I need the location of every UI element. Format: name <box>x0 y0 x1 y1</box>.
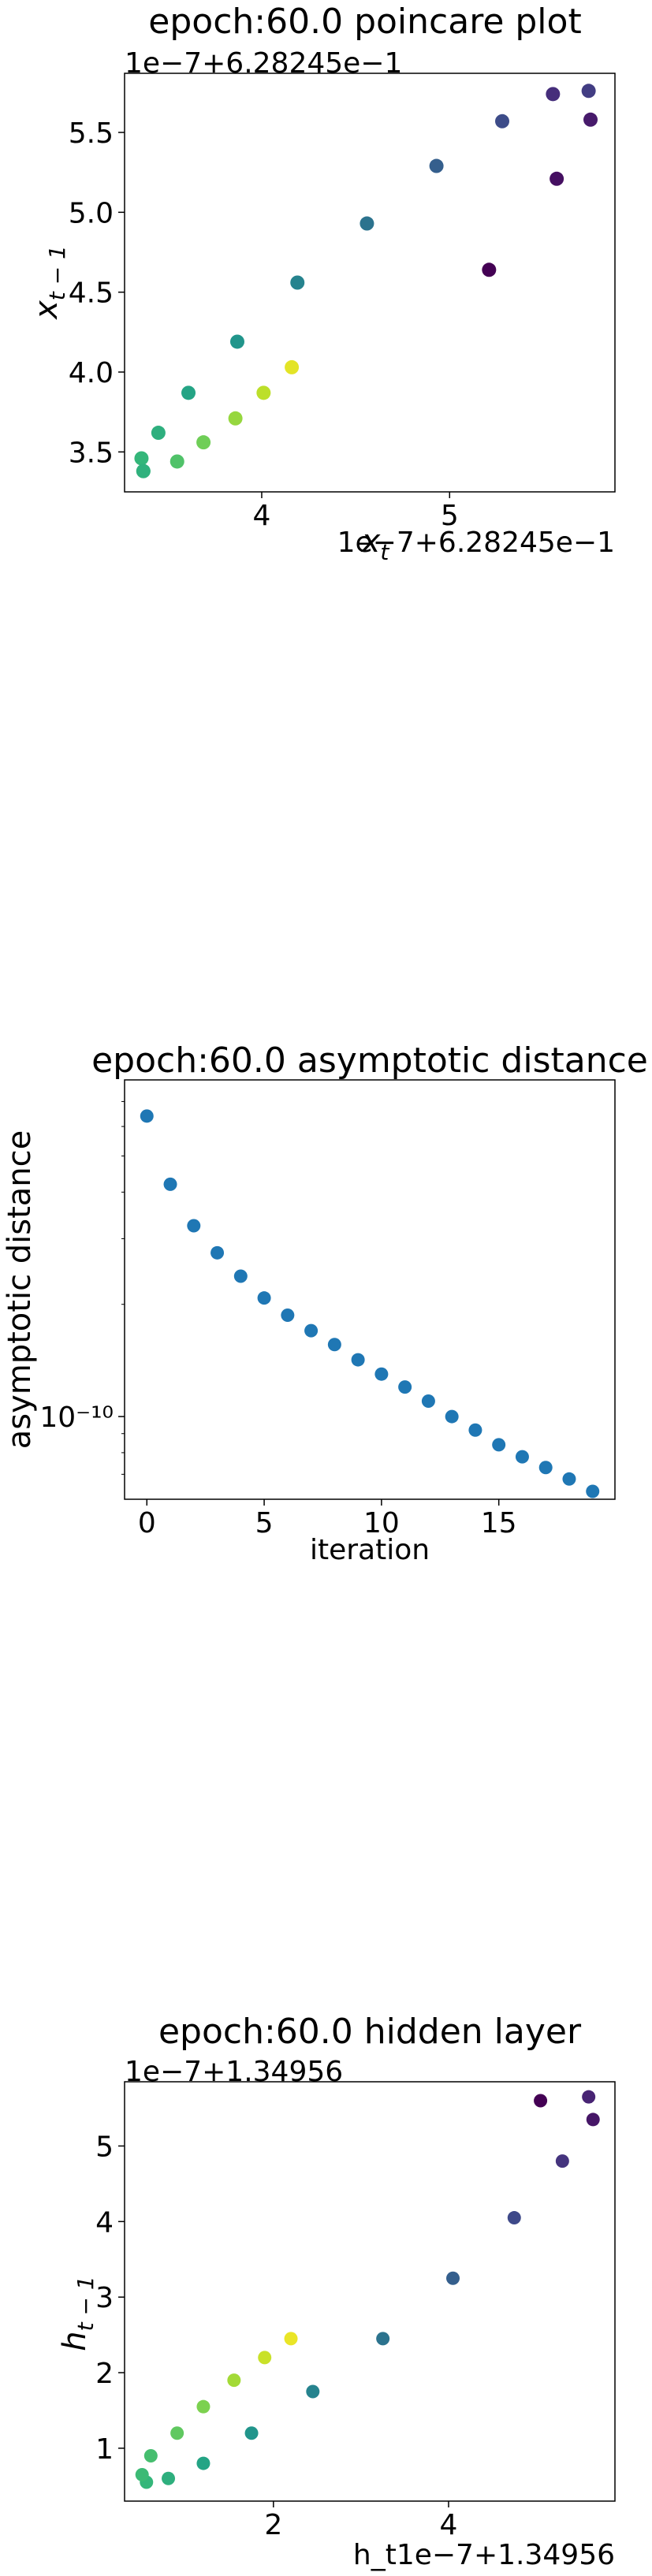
data-point <box>534 2094 547 2107</box>
data-point <box>374 1368 388 1381</box>
data-point <box>562 1472 576 1486</box>
data-point <box>140 1109 154 1122</box>
data-point <box>516 1450 529 1464</box>
data-point <box>550 172 564 186</box>
data-point <box>546 87 560 101</box>
data-point <box>258 2351 271 2364</box>
x-tick-label: 2 <box>264 2509 282 2541</box>
data-point <box>495 114 509 128</box>
data-point <box>482 262 496 277</box>
x-axis-label: h_t1e−7+1.34956 <box>353 2539 615 2571</box>
data-point <box>144 2449 158 2462</box>
x-tick-label: 0 <box>138 1507 156 1539</box>
data-point <box>245 2426 259 2440</box>
y-tick-label: 5.5 <box>69 117 114 150</box>
data-point <box>281 1308 294 1322</box>
chart-title: epoch:60.0 asymptotic distance <box>91 1040 648 1081</box>
data-point <box>136 2468 149 2481</box>
data-point <box>196 435 211 449</box>
y-tick-label: 5 <box>95 2131 114 2163</box>
data-point <box>587 2113 600 2126</box>
data-point <box>508 2211 521 2224</box>
data-point <box>290 276 304 290</box>
data-point <box>227 2373 240 2387</box>
y-tick-label: 10⁻¹⁰ <box>39 1402 114 1434</box>
x-axis-name: h_t <box>353 2539 397 2571</box>
data-point <box>187 1219 200 1233</box>
data-point <box>136 464 151 478</box>
x-offset-label: 1e−7+1.34956 <box>397 2539 615 2571</box>
x-offset-label: 1e−7+6.28245e−1 <box>337 527 615 559</box>
x-tick-label: 4 <box>253 500 271 532</box>
y-tick-label: 4.0 <box>69 357 114 389</box>
y-tick-label: 1 <box>95 2433 114 2466</box>
data-point <box>181 385 196 400</box>
data-point <box>360 217 374 231</box>
data-point <box>306 2385 319 2399</box>
data-point <box>582 2090 595 2104</box>
data-point <box>134 451 148 465</box>
data-point <box>328 1338 341 1351</box>
data-point <box>468 1424 482 1437</box>
data-point <box>304 1324 318 1338</box>
y-axis-label: asymptotic distance <box>2 1130 38 1450</box>
y-tick-label: 3.5 <box>69 437 114 469</box>
x-tick-label: 4 <box>440 2509 458 2541</box>
data-point <box>211 1246 224 1260</box>
data-point <box>151 426 166 440</box>
data-point <box>583 113 598 127</box>
data-point <box>352 1353 365 1367</box>
data-point <box>196 2400 210 2414</box>
y-tick-label: 2 <box>95 2358 114 2390</box>
data-point <box>162 2472 175 2485</box>
x-tick-label: 15 <box>481 1507 517 1539</box>
chart-title: epoch:60.0 poincare plot <box>148 2 581 42</box>
data-point <box>230 334 244 348</box>
data-point <box>376 2332 389 2345</box>
data-point <box>539 1461 553 1474</box>
data-point <box>430 159 444 173</box>
data-point <box>285 2332 298 2345</box>
data-point <box>170 454 184 468</box>
data-point <box>582 84 596 98</box>
data-point <box>256 385 270 400</box>
y-tick-label: 5.0 <box>69 197 114 229</box>
data-point <box>422 1394 435 1408</box>
x-axis-label: iteration <box>310 1534 430 1566</box>
data-point <box>398 1380 412 1394</box>
data-point <box>285 360 299 374</box>
y-offset-label: 1e−7+1.34956 <box>125 2056 343 2088</box>
data-point <box>445 1410 459 1424</box>
data-point <box>446 2272 460 2285</box>
data-point <box>258 1291 271 1305</box>
data-point <box>170 2426 184 2440</box>
data-point <box>196 2457 210 2470</box>
data-point <box>234 1269 248 1282</box>
data-point <box>556 2154 569 2168</box>
y-offset-label: 1e−7+6.28245e−1 <box>125 47 402 80</box>
data-point <box>586 1484 599 1498</box>
x-tick-label: 5 <box>255 1507 274 1539</box>
data-point <box>164 1178 177 1191</box>
data-point <box>492 1438 505 1451</box>
y-tick-label: 4 <box>95 2206 114 2239</box>
data-point <box>229 411 243 426</box>
y-tick-label: 4.5 <box>69 277 114 310</box>
chart-title: epoch:60.0 hidden layer <box>158 2012 582 2052</box>
